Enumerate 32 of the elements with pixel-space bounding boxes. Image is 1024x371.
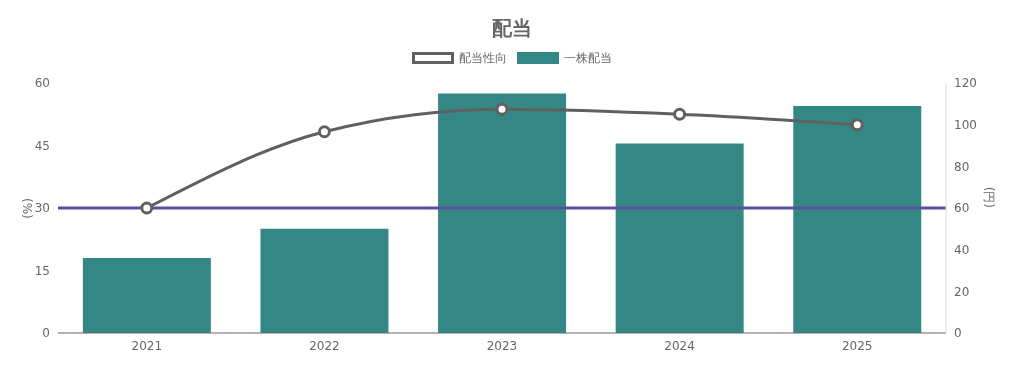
point bbox=[140, 201, 154, 215]
chart-title: 配当 bbox=[491, 15, 533, 42]
point bbox=[850, 118, 864, 132]
point bbox=[495, 102, 509, 116]
legend-label: 配当性向 bbox=[459, 49, 507, 67]
x-tick-label: 2025 bbox=[841, 338, 873, 353]
bar bbox=[82, 258, 211, 333]
y2-tick-label: 40 bbox=[954, 242, 970, 257]
y-tick-label: 15 bbox=[34, 263, 50, 278]
y2-tick-label: 0 bbox=[954, 326, 962, 341]
x-tick-label: 2021 bbox=[131, 338, 163, 353]
y-tick-label: 30 bbox=[34, 201, 50, 216]
y2-tick-label: 80 bbox=[954, 159, 970, 174]
y2-tick-label: 120 bbox=[954, 76, 977, 91]
bar bbox=[438, 93, 567, 333]
y2-tick-label: 20 bbox=[954, 284, 970, 299]
bar bbox=[793, 105, 922, 333]
y2-tick-label: 100 bbox=[954, 117, 977, 132]
point bbox=[673, 107, 687, 121]
y2-tick-label: 60 bbox=[954, 201, 970, 216]
x-tick-label: 2024 bbox=[664, 338, 695, 353]
y-tick-label: 45 bbox=[34, 138, 50, 153]
point bbox=[317, 125, 331, 139]
x-tick-label: 2022 bbox=[309, 338, 340, 353]
y-axis-title: (%) bbox=[19, 198, 34, 219]
x-tick-label: 2023 bbox=[486, 338, 518, 353]
legend-label: 一株配当 bbox=[564, 49, 612, 67]
bar bbox=[615, 143, 744, 333]
y-tick-label: 60 bbox=[34, 76, 50, 91]
y-tick-label: 0 bbox=[42, 326, 50, 341]
bar bbox=[260, 228, 389, 333]
y2-axis-title: (円) bbox=[981, 186, 996, 208]
